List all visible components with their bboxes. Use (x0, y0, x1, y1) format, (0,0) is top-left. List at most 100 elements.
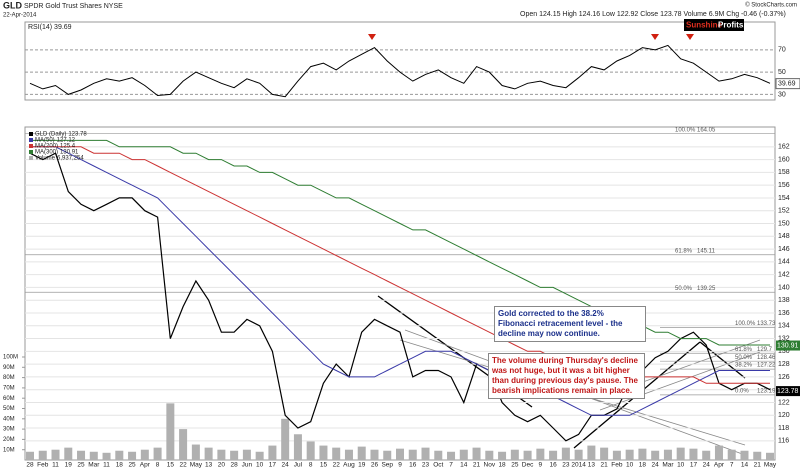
price-panel (24, 126, 776, 461)
volume-bar (714, 445, 723, 460)
x-tick-label: 7 (730, 462, 734, 469)
annotation: The volume during Thursday's decline was… (488, 353, 645, 399)
volume-bar (663, 449, 672, 460)
volume-bar (600, 447, 609, 460)
x-tick-label: 11 (52, 462, 59, 469)
y-tick-label: 150 (778, 220, 790, 227)
x-tick-label: 18 (639, 462, 647, 469)
x-tick-label: 23 (422, 462, 430, 469)
x-tick-label: 22 (179, 462, 187, 469)
legend-swatch (29, 150, 33, 154)
x-tick-label: 18 (116, 462, 124, 469)
x-tick-label: Oct (433, 462, 443, 469)
price-line (30, 139, 770, 346)
volume-bar (306, 441, 315, 460)
fib-label: 50.0% (675, 286, 693, 292)
x-tick-label: 21 (601, 462, 609, 469)
volume-bar (727, 449, 736, 460)
legend-value: 125.4 (60, 144, 76, 150)
x-tick-label: 24 (703, 462, 711, 469)
fib-value: 128.46 (757, 355, 776, 361)
volume-bar (612, 450, 621, 460)
security-name: SPDR Gold Trust Shares NYSE (24, 3, 123, 10)
quote: Open 124.15 High 124.16 Low 122.92 Close… (520, 11, 786, 18)
volume-bar (421, 447, 430, 460)
x-tick-label: Feb (37, 462, 49, 469)
volume-bar (536, 448, 545, 460)
volume-bar (89, 451, 98, 460)
symbol: GLD (3, 0, 22, 10)
legend-swatch (29, 156, 33, 160)
x-tick-label: Apr (140, 462, 151, 469)
x-tick-label: Sep (381, 462, 393, 469)
x-tick-label: 14 (460, 462, 468, 469)
x-tick-label: 16 (549, 462, 557, 469)
x-tick-label: 18 (498, 462, 506, 469)
volume-bar (332, 447, 341, 460)
y-tick-label: 132 (778, 335, 790, 342)
y-tick-label: 128 (778, 361, 790, 368)
channel-line (599, 351, 761, 411)
volume-tick-label: 60M (3, 396, 15, 402)
axis-badge-label: 130.91 (777, 342, 799, 349)
logo-box (684, 19, 744, 31)
x-tick-label: 15 (320, 462, 328, 469)
volume-bar (561, 447, 570, 460)
volume-bar (102, 452, 111, 460)
y-tick-label: 140 (778, 284, 790, 291)
volume-bar (472, 447, 481, 460)
x-tick-label: 7 (449, 462, 453, 469)
rsi-title: RSI(14) 39.69 (28, 24, 72, 31)
fib-label: 38.2% (735, 363, 753, 369)
y-tick-label: 162 (778, 144, 790, 151)
fib-value: 127.22 (757, 363, 776, 369)
x-tick-label: Mar (662, 462, 674, 469)
fib-value: 139.25 (697, 286, 716, 292)
x-tick-label: 20 (218, 462, 226, 469)
volume-tick-label: 90M (3, 365, 15, 371)
y-tick-label: 146 (778, 246, 790, 253)
y-tick-label: 142 (778, 271, 790, 278)
x-tick-label: Apr (714, 462, 725, 469)
x-tick-label: May (764, 462, 777, 469)
axis-badge (776, 340, 800, 351)
rsi-tick-label: 50 (778, 69, 786, 76)
fib-label: 100.0% (735, 321, 756, 327)
y-tick-label: 158 (778, 169, 790, 176)
y-tick-label: 116 (778, 438, 789, 445)
volume-bar (587, 445, 596, 460)
volume-bar (242, 449, 251, 460)
volume-bar (268, 445, 277, 460)
x-tick-label: Jun (242, 462, 253, 469)
volume-bar (498, 451, 507, 460)
x-tick-label: 15 (167, 462, 175, 469)
legend-name: GLD (Daily) (35, 132, 66, 138)
volume-bar (370, 449, 379, 460)
fib-value: 133.73 (757, 321, 776, 327)
rsi-tick-label: 30 (778, 91, 786, 98)
volume-bar (740, 450, 749, 460)
y-tick-label: 160 (778, 156, 790, 163)
volume-bar (204, 447, 213, 460)
volume-bar (434, 450, 443, 460)
x-tick-label: 28 (26, 462, 34, 469)
x-tick-label: 17 (690, 462, 698, 469)
y-tick-label: 138 (778, 297, 790, 304)
legend-value: 130.91 (60, 150, 79, 156)
volume-bar (549, 450, 558, 460)
x-tick-label: 8 (156, 462, 160, 469)
legend-name: MA(200) (35, 144, 58, 150)
x-tick-label: 13 (588, 462, 596, 469)
y-tick-label: 118 (778, 425, 789, 432)
y-tick-label: 152 (778, 208, 790, 215)
x-tick-label: 21 (754, 462, 762, 469)
fib-label: 0.0% (735, 388, 749, 394)
x-tick-label: 11 (103, 462, 110, 469)
fib-value: 145.11 (697, 248, 716, 254)
x-tick-label: 26 (371, 462, 379, 469)
price-line (30, 146, 770, 384)
volume-bar (447, 451, 456, 460)
volume-bar (651, 450, 660, 460)
volume-bar (357, 446, 366, 460)
